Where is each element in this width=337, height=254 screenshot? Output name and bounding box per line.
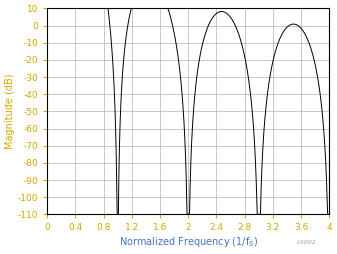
Text: LX002: LX002	[297, 240, 317, 245]
Y-axis label: Magnitude (dB): Magnitude (dB)	[5, 74, 15, 149]
X-axis label: Normalized Frequency (1/f$_S$): Normalized Frequency (1/f$_S$)	[119, 235, 258, 249]
